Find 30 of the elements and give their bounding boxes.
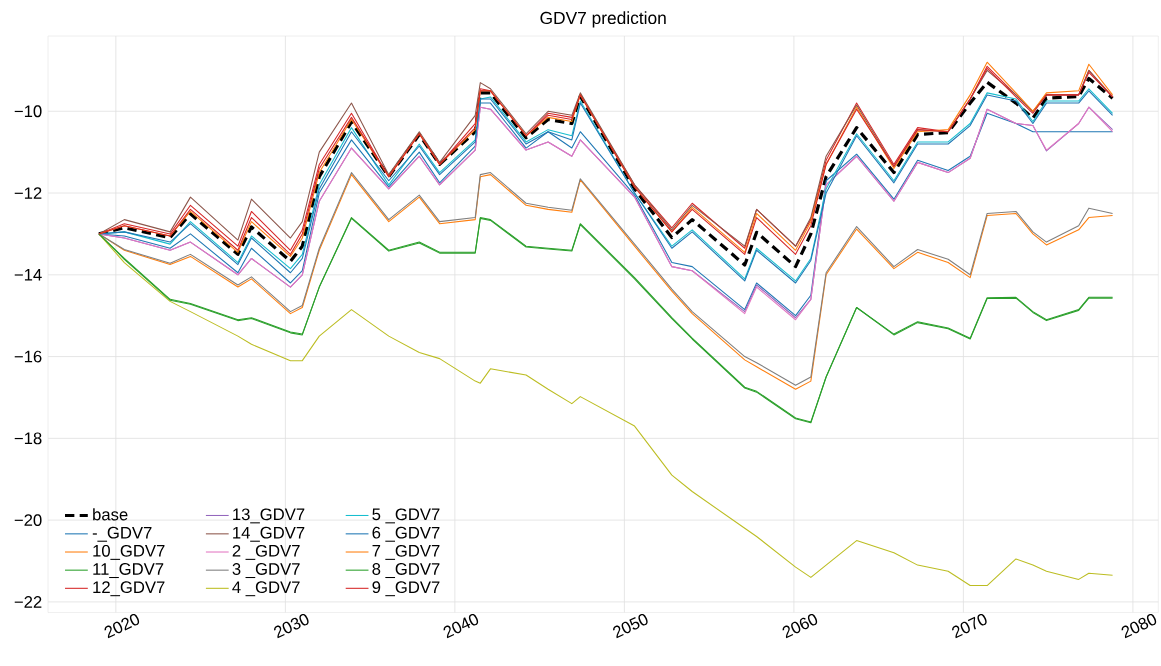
y-tick-label: −12 (14, 187, 42, 199)
legend-label: 2 _GDV7 (232, 544, 300, 560)
x-tick-label: 2080 (1121, 613, 1157, 639)
x-tick-label: 2070 (952, 613, 987, 639)
x-tick-label: 2040 (443, 613, 479, 639)
legend-label: 14_GDV7 (233, 526, 305, 542)
legend-label: 8 _GDV7 (372, 563, 440, 579)
legend-label: 9 _GDV7 (372, 581, 440, 597)
x-tick-label: 2020 (104, 613, 140, 639)
y-tick-label: −20 (14, 514, 42, 527)
legend-label: 13_GDV7 (233, 508, 305, 524)
chart-title: GDV7 prediction (540, 11, 666, 28)
legend-label: 4 _GDV7 (232, 581, 300, 597)
y-tick-label: −18 (14, 432, 42, 445)
x-tick-label: 2030 (274, 613, 309, 639)
legend-label: 10_GDV7 (93, 544, 165, 560)
y-tick-label: −10 (14, 105, 42, 118)
x-tick-label: 2060 (782, 613, 818, 639)
legend-label: 12_GDV7 (93, 581, 165, 597)
y-tick-label: −22 (14, 596, 42, 608)
legend-label: 7 _GDV7 (372, 544, 440, 560)
legend-label: 3 _GDV7 (232, 563, 300, 579)
y-tick-label: −14 (14, 269, 42, 281)
legend-label: -_GDV7 (92, 526, 152, 542)
legend-label: 5 _GDV7 (372, 508, 440, 524)
legend-label: 11_GDV7 (93, 563, 164, 579)
legend-label: base (93, 508, 128, 521)
x-tick-label: 2050 (613, 613, 648, 639)
legend-label: 6 _GDV7 (372, 526, 440, 542)
y-tick-label: −16 (14, 350, 42, 363)
